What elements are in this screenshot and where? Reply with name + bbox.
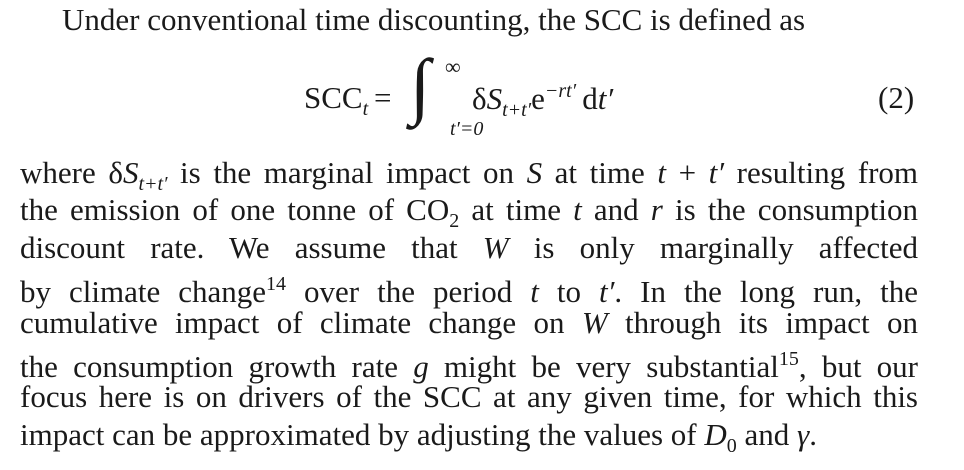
text-line: focus here is on drivers of the SCC at a… — [20, 378, 918, 415]
paragraph: where δSt+t′ is the marginal impact on S… — [20, 154, 919, 457]
text-run: at time — [459, 192, 574, 228]
math-run: S — [122, 155, 139, 190]
math-run: t — [573, 192, 582, 228]
math-run: 15 — [778, 347, 799, 370]
integrand: δSt+t′e−rt′ dt′ — [472, 80, 613, 122]
text-run: at time — [542, 155, 658, 190]
math-run: t′ — [708, 155, 725, 190]
equation-lhs: SCCt — [304, 80, 368, 121]
math-run: t′ — [599, 274, 615, 310]
subscript: t — [362, 98, 369, 120]
text-run: . — [809, 416, 818, 452]
math-run: t — [657, 155, 666, 190]
text-run: is only marginally affected — [508, 229, 918, 265]
symbol: δ — [472, 81, 487, 116]
math-run: 0 — [726, 434, 737, 457]
superscript: −rt′ — [544, 80, 577, 102]
intro-text: Under conventional time discounting, the… — [62, 2, 806, 37]
math-run: 14 — [266, 273, 287, 296]
text-run: where — [20, 155, 109, 190]
text-run: , but our — [798, 348, 919, 384]
subscript: t+t′ — [502, 99, 532, 121]
text-run: + — [665, 155, 709, 190]
text-run: by climate change — [20, 274, 267, 310]
math-run: W — [482, 229, 509, 265]
text-run: cumulative impact of climate change on — [20, 304, 582, 340]
text-run: resulting from — [724, 155, 919, 190]
text-line: the consumption growth rate g might be v… — [20, 341, 918, 384]
text-run: the consumption growth rate — [20, 348, 414, 384]
text-line: the emission of one tonne of CO2 at time… — [20, 191, 918, 232]
text-run: focus here is on drivers of the SCC at a… — [20, 379, 918, 415]
math-run: S — [526, 155, 543, 190]
equals: = — [374, 80, 392, 115]
upper-limit: ∞ — [445, 54, 461, 79]
math-run: D — [704, 416, 727, 452]
text-run: over the period — [286, 274, 531, 310]
math-run: γ — [797, 416, 810, 452]
text-run: . In the long run, the — [614, 274, 918, 310]
symbol: d — [582, 81, 598, 116]
math-run: W — [581, 304, 608, 340]
symbol: e — [531, 81, 545, 116]
text-run: is the marginal impact on — [167, 155, 527, 190]
text-line: where δSt+t′ is the marginal impact on S… — [20, 154, 919, 195]
text-run: the emission of one tonne of CO — [20, 192, 450, 228]
lower-limit: t′=0 — [450, 118, 484, 140]
text-run: impact can be approximated by adjusting … — [20, 416, 705, 452]
math-run: r — [650, 192, 663, 228]
text-line: by climate change14 over the period t to… — [20, 266, 918, 309]
text-run: and — [736, 416, 798, 452]
text-line: cumulative impact of climate change on W… — [20, 304, 918, 341]
math-run: 2 — [449, 210, 460, 233]
text-run: might be very substantial — [428, 348, 779, 384]
symbol: S — [486, 81, 503, 116]
text-line: impact can be approximated by adjusting … — [20, 416, 918, 457]
math-run: t — [530, 274, 539, 310]
math-run: t+t′ — [138, 173, 168, 195]
equation-number: (2) — [878, 80, 915, 115]
integral: ∫ — [410, 45, 431, 127]
text-run: is the consumption — [662, 192, 918, 228]
text-run: discount rate. We assume that — [20, 229, 483, 265]
math-run: g — [413, 348, 429, 384]
text-run: to — [538, 274, 599, 310]
text-line: discount rate. We assume that W is only … — [20, 229, 918, 266]
symbol: t′ — [597, 81, 614, 116]
text-run: and — [581, 192, 651, 228]
text-run: through its impact on — [607, 304, 918, 340]
symbol: SCC — [304, 80, 363, 115]
text-run: δ — [108, 155, 123, 190]
